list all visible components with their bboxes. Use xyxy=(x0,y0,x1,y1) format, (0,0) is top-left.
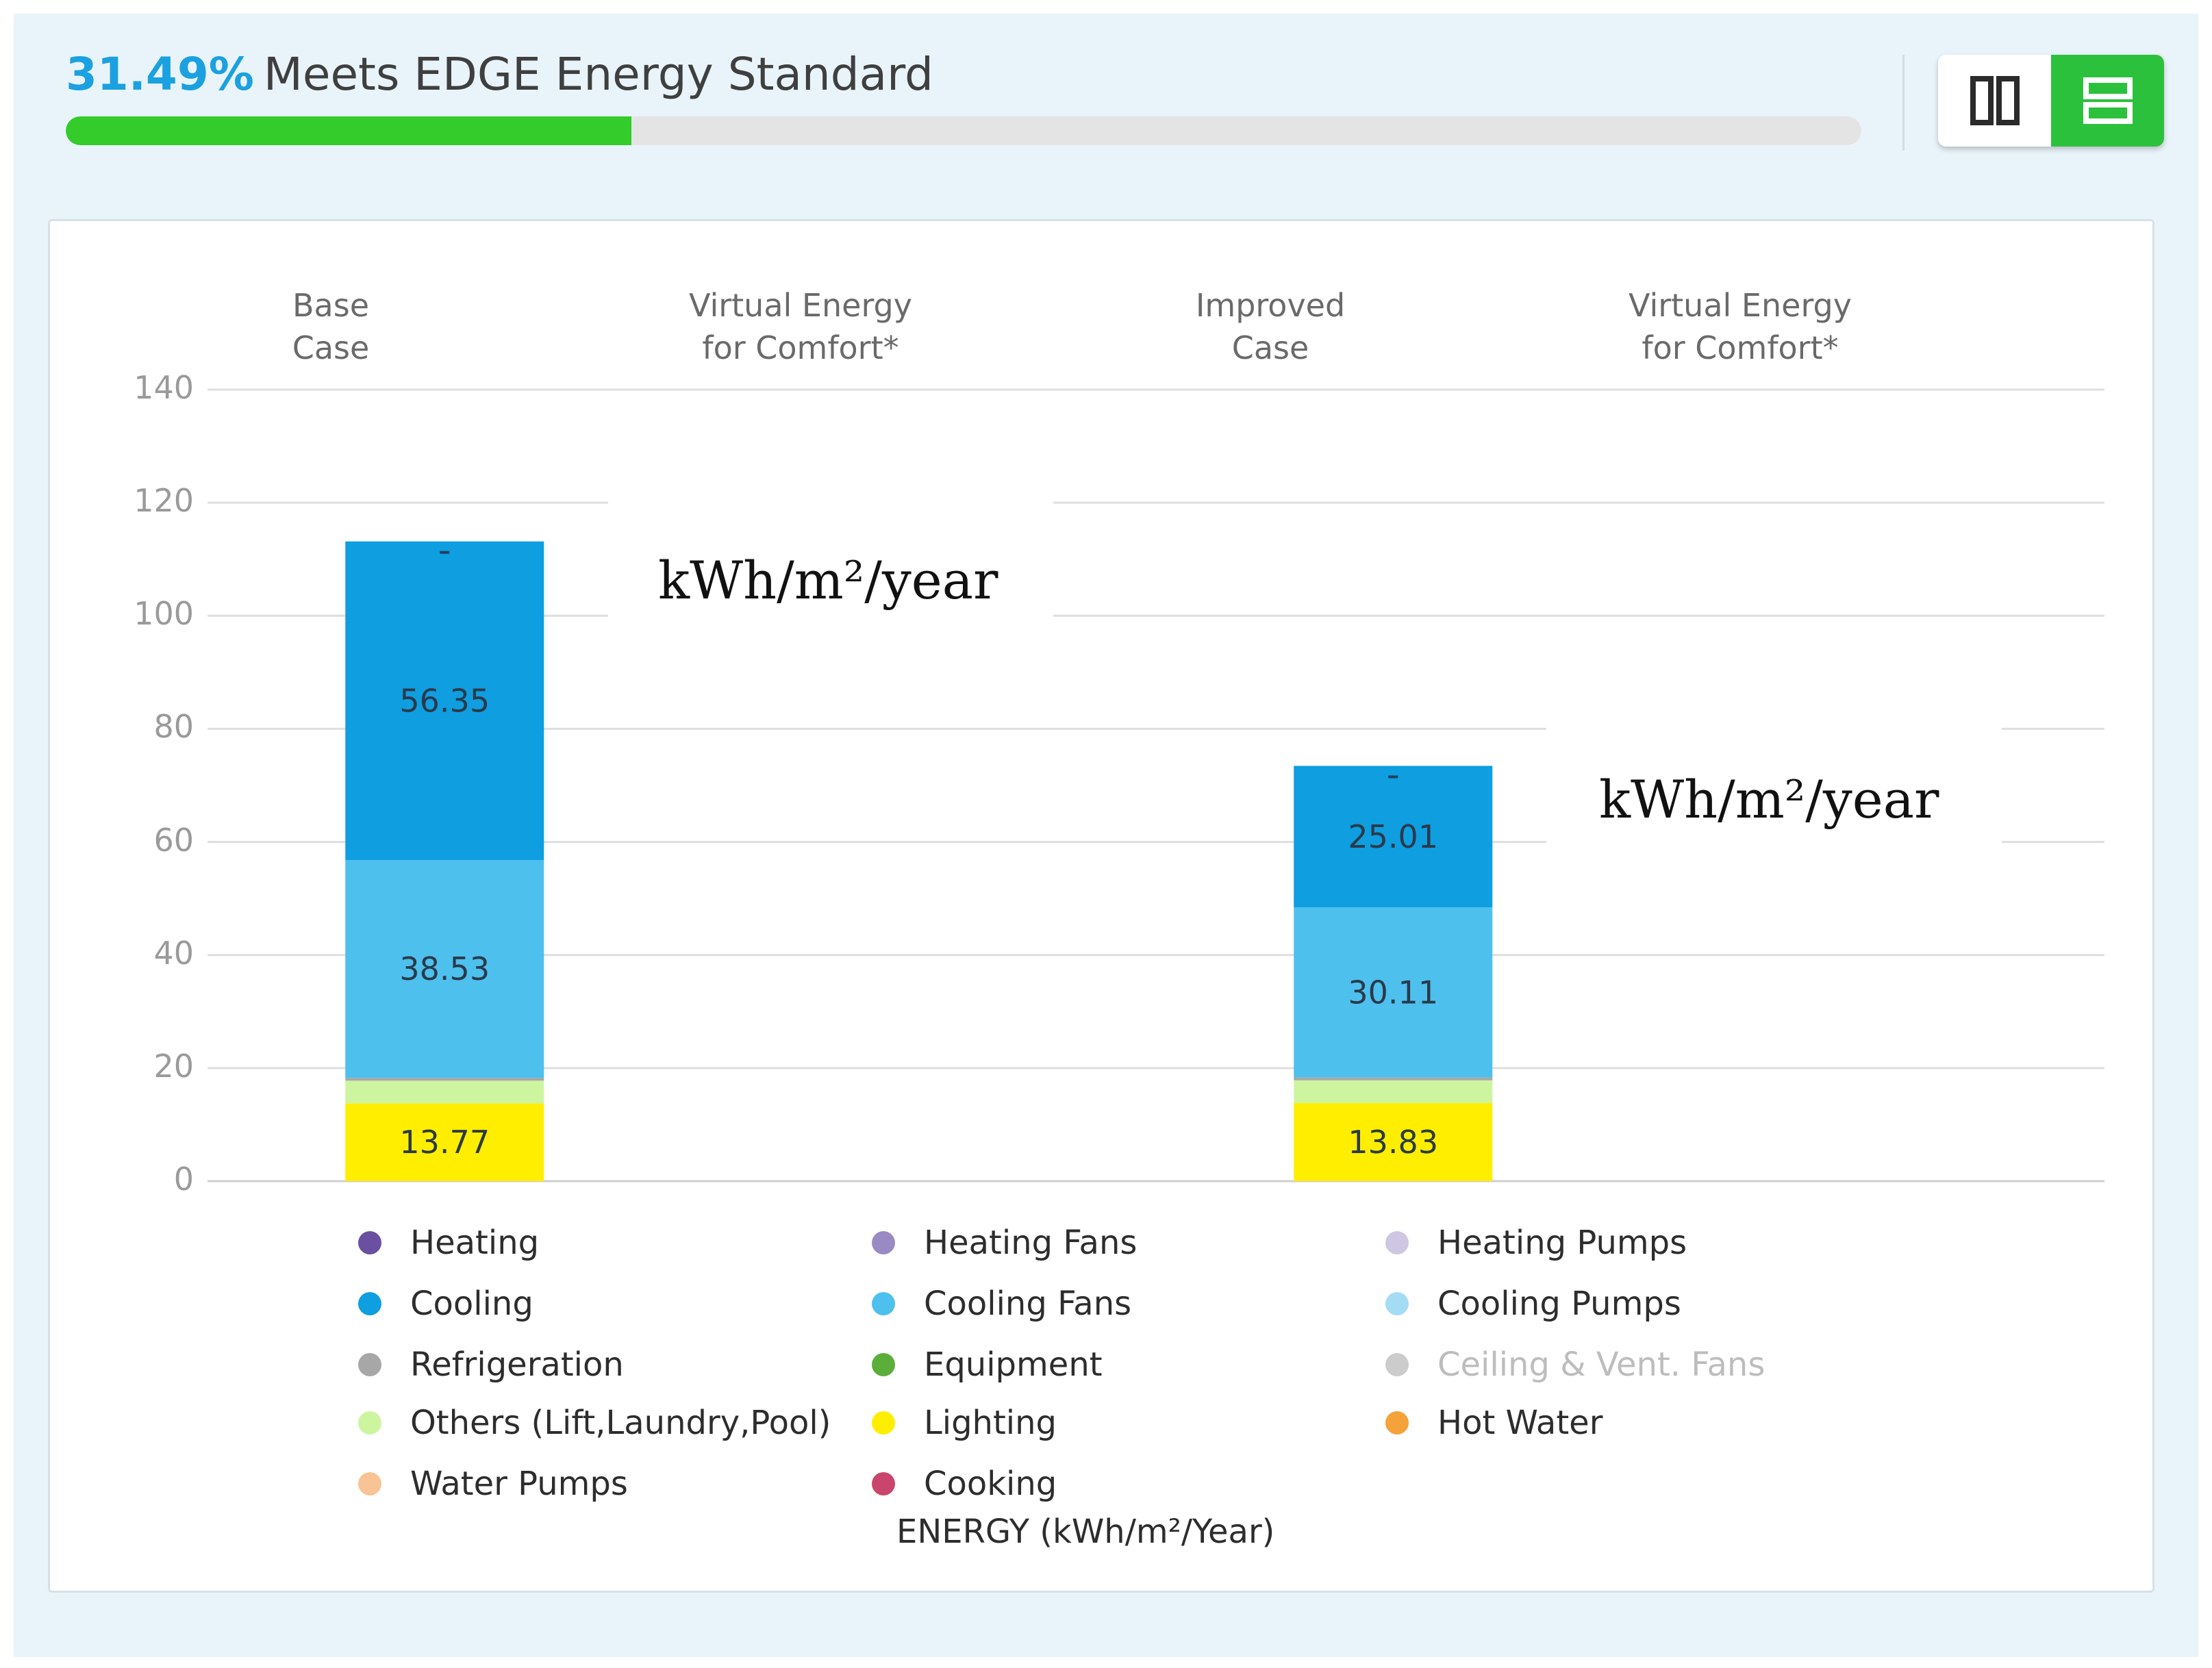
bar-2-value-label-0: 13.83 xyxy=(1348,1124,1438,1161)
bar-2-segment-lighting xyxy=(1294,1102,1493,1181)
legend-label: Cooling xyxy=(410,1285,533,1323)
legend-label: Heating Pumps xyxy=(1437,1224,1687,1262)
legend-item-lighting[interactable]: Lighting xyxy=(872,1404,1057,1442)
bar-0-segment-cooling-fans xyxy=(345,859,544,1078)
unit-annotation-improved: kWh/m²/year xyxy=(1599,769,1939,830)
y-tick-100: 100 xyxy=(134,595,194,633)
unit-annotation-base: kWh/m²/year xyxy=(658,550,998,611)
legend-item-cooling[interactable]: Cooling xyxy=(358,1285,533,1323)
legend-dot-icon xyxy=(1385,1292,1409,1315)
compliance-percent: 31.49% xyxy=(66,48,254,101)
legend-item-refrigeration[interactable]: Refrigeration xyxy=(358,1345,624,1384)
y-tick-140: 140 xyxy=(134,369,194,406)
legend-item-cooking[interactable]: Cooking xyxy=(872,1465,1057,1503)
bar-0-value-label-3: 38.53 xyxy=(399,950,490,987)
legend-dot-icon xyxy=(358,1472,381,1495)
compliance-headline: 31.49% Meets EDGE Energy Standard xyxy=(66,48,933,101)
legend-item-heating-pumps[interactable]: Heating Pumps xyxy=(1385,1224,1687,1262)
legend-dot-icon xyxy=(872,1353,895,1376)
bar-0-segment-cooling xyxy=(345,541,544,860)
header-divider xyxy=(1902,55,1905,151)
bar-0-value-label-4: 56.35 xyxy=(399,682,490,719)
legend-item-hot-water[interactable]: Hot Water xyxy=(1385,1404,1603,1442)
bar-0-segment-others-lift-laundry-pool- xyxy=(345,1081,544,1104)
rows-icon xyxy=(2083,77,2133,124)
legend-dot-icon xyxy=(358,1231,381,1254)
stacked-bar-plot: 13.77 38.53 56.35 13.83 30.11 25.01 xyxy=(208,388,2104,1183)
bar-2-value-label-3: 30.11 xyxy=(1348,974,1438,1011)
legend-dot-icon xyxy=(1385,1411,1409,1435)
legend-dot-icon xyxy=(872,1231,895,1254)
bar-2-value-label-4: 25.01 xyxy=(1348,818,1438,855)
bar-0-segment-lighting xyxy=(345,1103,544,1181)
legend-item-equipment[interactable]: Equipment xyxy=(872,1345,1103,1384)
legend-label: Hot Water xyxy=(1437,1404,1603,1442)
columns-view-button[interactable] xyxy=(1938,55,2051,147)
bar-2-segment-cooling xyxy=(1294,766,1493,908)
legend-label: Others (Lift,Laundry,Pool) xyxy=(410,1404,831,1442)
legend-label: Lighting xyxy=(924,1404,1057,1442)
legend-item-heating-fans[interactable]: Heating Fans xyxy=(872,1224,1137,1262)
legend-label: Refrigeration xyxy=(410,1345,624,1384)
column-header-virtual-energy: Virtual Energy for Comfort* xyxy=(689,287,912,366)
y-tick-40: 40 xyxy=(153,934,194,972)
legend-item-ceiling-vent-fans[interactable]: Ceiling & Vent. Fans xyxy=(1385,1345,1765,1384)
legend-dot-icon xyxy=(358,1411,381,1435)
legend-label: Cooling Pumps xyxy=(1437,1285,1681,1323)
bar-0-segment-refrigeration xyxy=(345,1078,544,1081)
legend-dot-icon xyxy=(358,1353,381,1376)
column-header-virtual-energy-improved: Virtual Energy for Comfort* xyxy=(1629,287,1852,366)
bar-2-segment-refrigeration xyxy=(1294,1077,1493,1081)
legend-label: Cooling Fans xyxy=(924,1285,1132,1323)
column-header-improved-case: Improved Case xyxy=(1195,287,1346,366)
legend-label: Heating xyxy=(410,1224,540,1262)
legend-item-cooling-pumps[interactable]: Cooling Pumps xyxy=(1385,1285,1681,1323)
legend-label: Water Pumps xyxy=(410,1465,628,1503)
legend-dot-icon xyxy=(358,1292,381,1315)
columns-icon xyxy=(1970,76,2020,125)
legend-label: Cooking xyxy=(924,1465,1057,1503)
legend-dot-icon xyxy=(872,1292,895,1315)
bar-0-value-label-0: 13.77 xyxy=(399,1124,490,1161)
legend-label: Ceiling & Vent. Fans xyxy=(1437,1345,1765,1384)
compliance-label: Meets EDGE Energy Standard xyxy=(263,48,933,101)
column-header-base-case: Base Case xyxy=(292,287,370,366)
legend-label: Heating Fans xyxy=(924,1224,1138,1262)
compliance-progress-fill xyxy=(66,116,631,145)
y-tick-20: 20 xyxy=(153,1047,194,1085)
bar-2-segment-others-lift-laundry-pool- xyxy=(1294,1080,1493,1103)
legend-label: Equipment xyxy=(924,1345,1103,1384)
y-tick-60: 60 xyxy=(153,821,194,859)
legend-dot-icon xyxy=(872,1472,895,1495)
bar-2-segment-cooling-fans xyxy=(1294,907,1493,1078)
legend-item-others-lift-laundry-pool-[interactable]: Others (Lift,Laundry,Pool) xyxy=(358,1404,831,1442)
legend-item-heating[interactable]: Heating xyxy=(358,1224,539,1262)
legend-dot-icon xyxy=(872,1411,895,1435)
x-axis-title: ENERGY (kWh/m²/Year) xyxy=(896,1513,1275,1551)
chart-card: Base Case Virtual Energy for Comfort* Im… xyxy=(48,219,2154,1593)
legend-dot-icon xyxy=(1385,1353,1409,1376)
legend-item-water-pumps[interactable]: Water Pumps xyxy=(358,1465,628,1503)
rows-view-button[interactable] xyxy=(2051,55,2164,147)
legend-item-cooling-fans[interactable]: Cooling Fans xyxy=(872,1285,1131,1323)
y-tick-80: 80 xyxy=(153,708,194,746)
view-toggle xyxy=(1938,55,2164,147)
y-tick-120: 120 xyxy=(134,482,194,520)
legend-dot-icon xyxy=(1385,1231,1409,1254)
y-tick-0: 0 xyxy=(173,1161,194,1198)
compliance-progress-bar xyxy=(66,116,1861,145)
